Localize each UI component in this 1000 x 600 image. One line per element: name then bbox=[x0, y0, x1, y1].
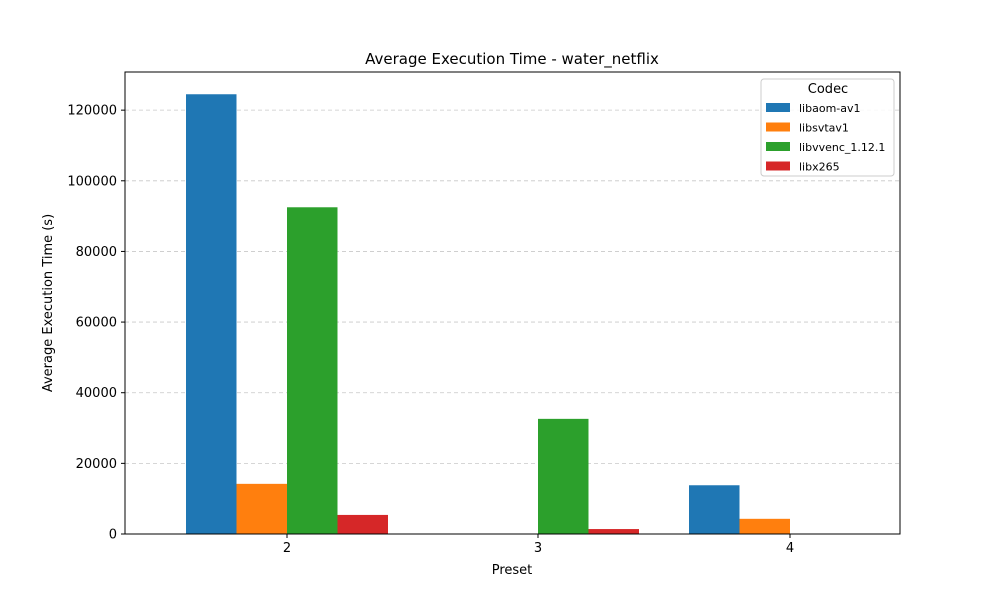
bar-libvvenc-1-12-1-preset-3 bbox=[538, 418, 589, 534]
bar-libsvtav1-preset-4 bbox=[739, 518, 790, 534]
x-axis-label: Preset bbox=[492, 563, 533, 578]
legend-swatch bbox=[766, 161, 790, 171]
y-tick-label: 20000 bbox=[76, 457, 117, 472]
plot-frame bbox=[124, 71, 901, 535]
chart-title: Average Execution Time - water_netflix bbox=[365, 50, 659, 69]
legend-label: libx265 bbox=[799, 161, 840, 174]
legend-label: libsvtav1 bbox=[799, 122, 849, 135]
y-axis-label: Average Execution Time (s) bbox=[41, 214, 56, 392]
bar-libaom-av1-preset-2 bbox=[186, 94, 237, 535]
bar-libaom-av1-preset-4 bbox=[689, 485, 740, 534]
legend-title: Codec bbox=[808, 82, 848, 97]
legend: Codec libaom-av1 libsvtav1 libvvenc_1.12.1… bbox=[760, 78, 895, 177]
legend-items: libaom-av1 libsvtav1 libvvenc_1.12.1 libx26… bbox=[766, 102, 885, 174]
y-tick-label: 0 bbox=[109, 528, 117, 543]
x-tick-label: 2 bbox=[283, 541, 291, 556]
bar-libx265-preset-2 bbox=[337, 514, 388, 534]
ticks-layer: 0 20000 40000 60000 80000 100000 120000 2 3 4 bbox=[67, 104, 794, 556]
y-tick-label: 80000 bbox=[76, 245, 117, 260]
x-tick-label: 4 bbox=[786, 541, 794, 556]
legend-label: libvvenc_1.12.1 bbox=[799, 141, 885, 154]
y-tick-label: 40000 bbox=[76, 386, 117, 401]
legend-swatch bbox=[766, 103, 790, 112]
x-tick-label: 3 bbox=[534, 541, 542, 556]
legend-swatch bbox=[766, 142, 790, 151]
bar-libx265-preset-3 bbox=[588, 529, 639, 534]
bar-libvvenc-1-12-1-preset-2 bbox=[287, 207, 338, 534]
legend-box bbox=[760, 78, 895, 177]
y-tick-label: 120000 bbox=[67, 104, 117, 119]
y-tick-label: 60000 bbox=[76, 316, 117, 331]
bars-layer bbox=[186, 94, 790, 535]
legend-label: libaom-av1 bbox=[799, 102, 861, 115]
legend-swatch bbox=[766, 122, 790, 132]
bar-libsvtav1-preset-2 bbox=[236, 483, 287, 534]
y-tick-label: 100000 bbox=[67, 174, 117, 189]
